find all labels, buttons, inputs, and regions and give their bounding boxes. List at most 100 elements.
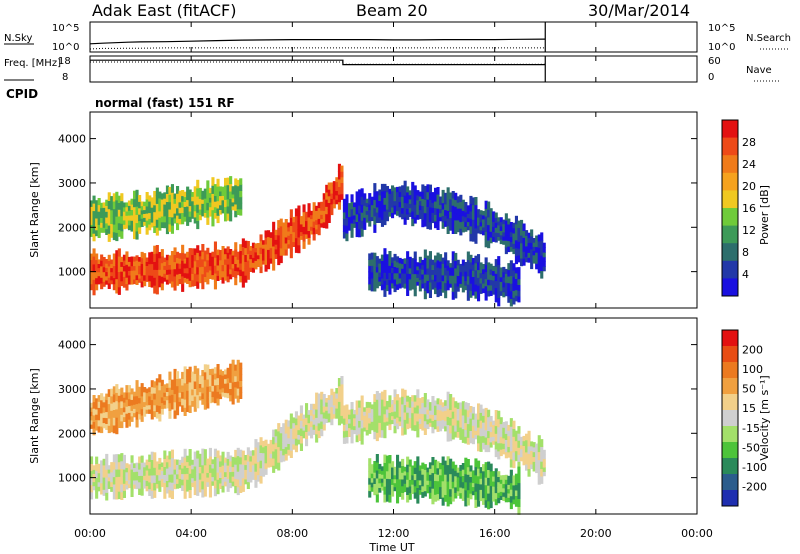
power-cell — [307, 230, 311, 238]
power-cell — [105, 275, 109, 281]
velocity-cell — [135, 467, 139, 472]
power-cell — [525, 251, 529, 257]
power-cell — [385, 191, 389, 199]
power-cell — [120, 208, 124, 217]
power-cell — [441, 202, 445, 210]
velocity-cell — [322, 412, 326, 419]
power-cell — [497, 289, 501, 298]
velocity-cell — [436, 414, 440, 421]
power-cell — [105, 259, 109, 264]
velocity-cell — [145, 464, 149, 471]
power-cell — [322, 221, 326, 229]
velocity-cell — [446, 456, 450, 466]
power-cell — [201, 207, 205, 213]
power-cell — [378, 263, 382, 269]
velocity-cell — [241, 457, 245, 465]
power-cell — [535, 257, 539, 264]
power-cell — [327, 195, 331, 203]
velocity-cell — [353, 413, 357, 419]
velocity-cell — [236, 373, 240, 382]
power-cell — [246, 266, 250, 274]
power-cell — [327, 209, 331, 217]
power-cell — [127, 220, 131, 226]
power-cell — [421, 184, 425, 192]
power-cell — [406, 251, 410, 260]
power-cell — [393, 209, 397, 215]
velocity-cell — [92, 465, 96, 470]
velocity-cell — [416, 397, 420, 406]
power-cell — [176, 268, 180, 275]
velocity-cell — [297, 415, 301, 421]
velocity-cell — [365, 429, 369, 436]
velocity-cell — [325, 418, 329, 423]
velocity-cell — [512, 428, 516, 437]
power-cell — [176, 279, 180, 286]
power-cell — [115, 224, 119, 233]
power-cell — [446, 280, 450, 286]
power-cell — [340, 193, 344, 200]
power-cell — [264, 237, 268, 245]
power-cell — [517, 272, 521, 280]
velocity-cell — [509, 476, 513, 484]
power-cell — [145, 273, 149, 278]
power-cell — [107, 271, 111, 278]
power-cell — [155, 203, 159, 212]
velocity-cell — [163, 490, 167, 499]
power-ytick-label: 4000 — [58, 133, 86, 146]
power-cell — [517, 278, 521, 285]
velocity-cell — [110, 476, 114, 483]
power-cell — [130, 220, 134, 227]
power-cell — [482, 226, 486, 232]
velocity-cell — [191, 383, 195, 390]
velocity-cell — [454, 431, 458, 438]
velocity-cell — [219, 455, 223, 462]
power-cell — [153, 245, 157, 255]
power-cell — [143, 205, 147, 211]
velocity-cell — [474, 434, 478, 440]
power-cell — [163, 277, 167, 282]
power-cell — [509, 246, 513, 252]
power-cell — [165, 264, 169, 270]
velocity-cell — [383, 478, 387, 487]
velocity-cell — [380, 474, 384, 479]
velocity-cell — [272, 451, 276, 459]
power-cell — [272, 237, 276, 247]
velocity-cell — [115, 491, 119, 500]
velocity-cell — [469, 430, 473, 438]
velocity-cell — [406, 479, 410, 488]
power-cell — [125, 283, 129, 291]
power-cell — [163, 204, 167, 211]
power-cell — [504, 240, 508, 248]
velocity-cell — [477, 468, 481, 477]
velocity-cell — [143, 401, 147, 407]
power-cell — [289, 233, 293, 243]
velocity-cell — [385, 417, 389, 422]
velocity-cell — [105, 477, 109, 486]
velocity-cell — [193, 365, 197, 374]
velocity-cell — [474, 466, 478, 476]
velocity-cell — [158, 382, 162, 391]
power-cell — [186, 251, 190, 258]
velocity-cell — [173, 393, 177, 403]
power-cell — [479, 272, 483, 279]
power-cell — [105, 267, 109, 273]
power-cell — [418, 214, 422, 220]
power-cell — [449, 192, 453, 200]
power-cell — [203, 202, 207, 209]
power-cell — [456, 196, 460, 203]
power-cell — [211, 260, 215, 266]
velocity-cell — [504, 483, 508, 489]
velocity-cell — [444, 494, 448, 502]
power-cell — [168, 255, 172, 261]
power-cell — [229, 213, 233, 222]
velocity-cell — [173, 474, 177, 480]
power-cell — [345, 233, 349, 242]
power-cell — [198, 209, 202, 215]
velocity-cell — [388, 494, 392, 503]
velocity-cell — [482, 477, 486, 485]
velocity-cell — [517, 426, 521, 434]
power-cell — [325, 184, 329, 193]
velocity-cell — [461, 494, 465, 501]
velocity-cell — [317, 430, 321, 439]
power-cell — [284, 225, 288, 232]
